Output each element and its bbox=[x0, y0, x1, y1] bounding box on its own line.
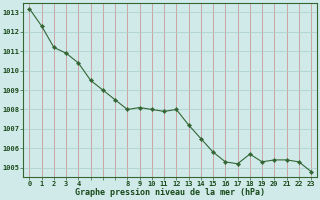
X-axis label: Graphe pression niveau de la mer (hPa): Graphe pression niveau de la mer (hPa) bbox=[75, 188, 265, 197]
